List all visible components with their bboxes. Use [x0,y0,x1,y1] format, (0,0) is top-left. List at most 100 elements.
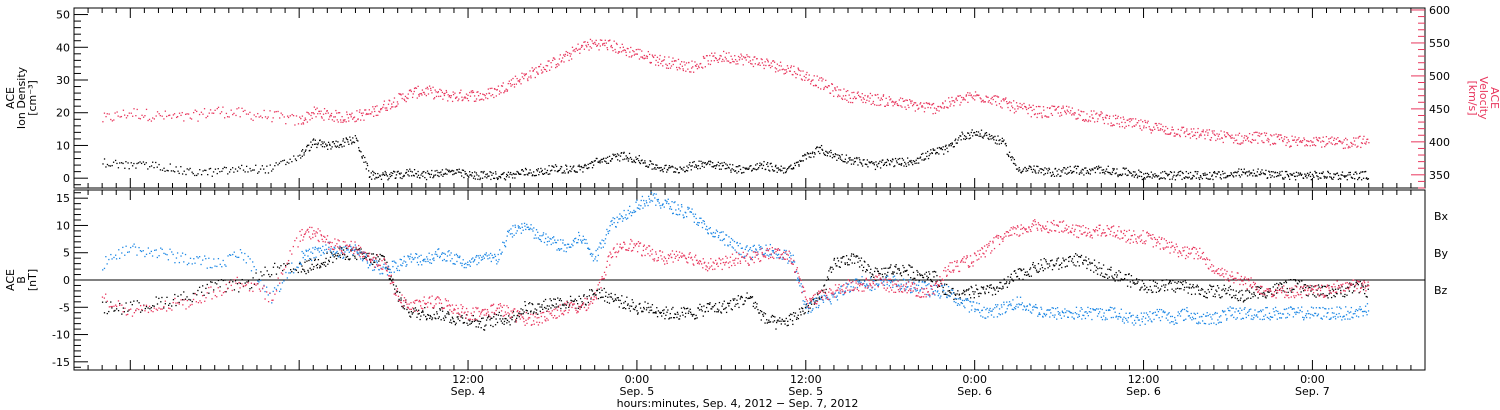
data-point [883,267,885,270]
data-point [685,312,687,315]
data-point [510,85,512,87]
data-point [840,261,843,263]
data-point [994,289,996,291]
data-point [634,161,637,164]
data-point [683,61,685,63]
data-point [727,302,729,305]
data-point [487,175,489,177]
data-point [1271,135,1273,137]
data-point [793,71,796,73]
data-point [1253,291,1255,294]
data-point [421,172,423,175]
data-point [940,148,943,150]
data-point [1360,171,1362,173]
data-point [766,162,769,164]
data-point [1317,178,1319,180]
data-point [1070,170,1072,172]
data-point [357,248,359,251]
data-point [564,55,566,57]
data-point [459,91,461,94]
data-point [427,93,430,95]
data-point [430,89,432,92]
data-point [847,258,850,260]
data-point [893,103,896,105]
data-point [379,253,381,256]
data-point [839,158,842,160]
data-point [910,100,912,102]
data-point [777,70,779,72]
data-point [1051,171,1054,173]
data-point [780,320,782,322]
data-point [1128,124,1130,127]
data-point [1218,171,1220,173]
data-point [1057,173,1059,176]
data-point [713,165,715,167]
data-point [304,150,307,152]
data-point [655,311,657,313]
data-point [150,306,153,309]
data-point [986,96,988,98]
data-point [1231,134,1233,136]
data-point [544,69,547,71]
data-point [1039,268,1042,270]
data-point [737,55,740,58]
data-point [687,312,690,314]
data-point [158,163,160,166]
data-point [946,293,948,296]
data-point [1340,293,1342,295]
data-point [1036,165,1038,167]
data-point [341,247,343,249]
data-point [887,271,889,274]
data-point [658,58,661,60]
data-point [649,160,651,162]
data-point [717,311,719,313]
data-point [631,55,633,57]
data-point [1292,288,1294,290]
data-point [1160,123,1162,125]
data-point [1367,138,1369,140]
data-point [1119,271,1122,274]
data-point [560,300,563,302]
data-point [370,172,372,174]
data-point [1307,285,1309,287]
data-point [375,176,377,179]
data-point [1117,174,1119,176]
data-point [189,117,191,119]
data-point [534,308,536,310]
data-point [675,313,677,316]
data-point [735,166,737,168]
data-point [1303,290,1305,292]
data-point [312,139,314,141]
data-point [1133,176,1136,178]
data-point [1308,140,1310,143]
data-point [1051,174,1053,177]
data-point [907,162,909,164]
data-point [782,172,785,174]
data-point [814,153,816,155]
data-point [1137,281,1139,283]
data-point [1244,135,1246,137]
data-point [1000,281,1002,284]
data-point [786,169,788,171]
data-point [595,39,597,42]
data-point [574,50,576,53]
data-point [316,263,319,266]
data-point [541,72,543,74]
data-point [680,307,683,309]
data-point [168,114,170,117]
data-point [463,97,465,99]
data-point [650,309,653,311]
data-point [1059,115,1061,117]
data-point [796,316,798,319]
data-point [1223,131,1225,133]
data-point [955,98,957,100]
data-point [531,175,533,177]
data-point [1281,283,1283,285]
data-point [310,146,312,148]
data-point [1002,140,1004,143]
data-point [301,155,303,157]
data-point [366,164,369,167]
data-point [1027,274,1029,276]
data-point [593,292,596,295]
data-point [774,316,776,318]
